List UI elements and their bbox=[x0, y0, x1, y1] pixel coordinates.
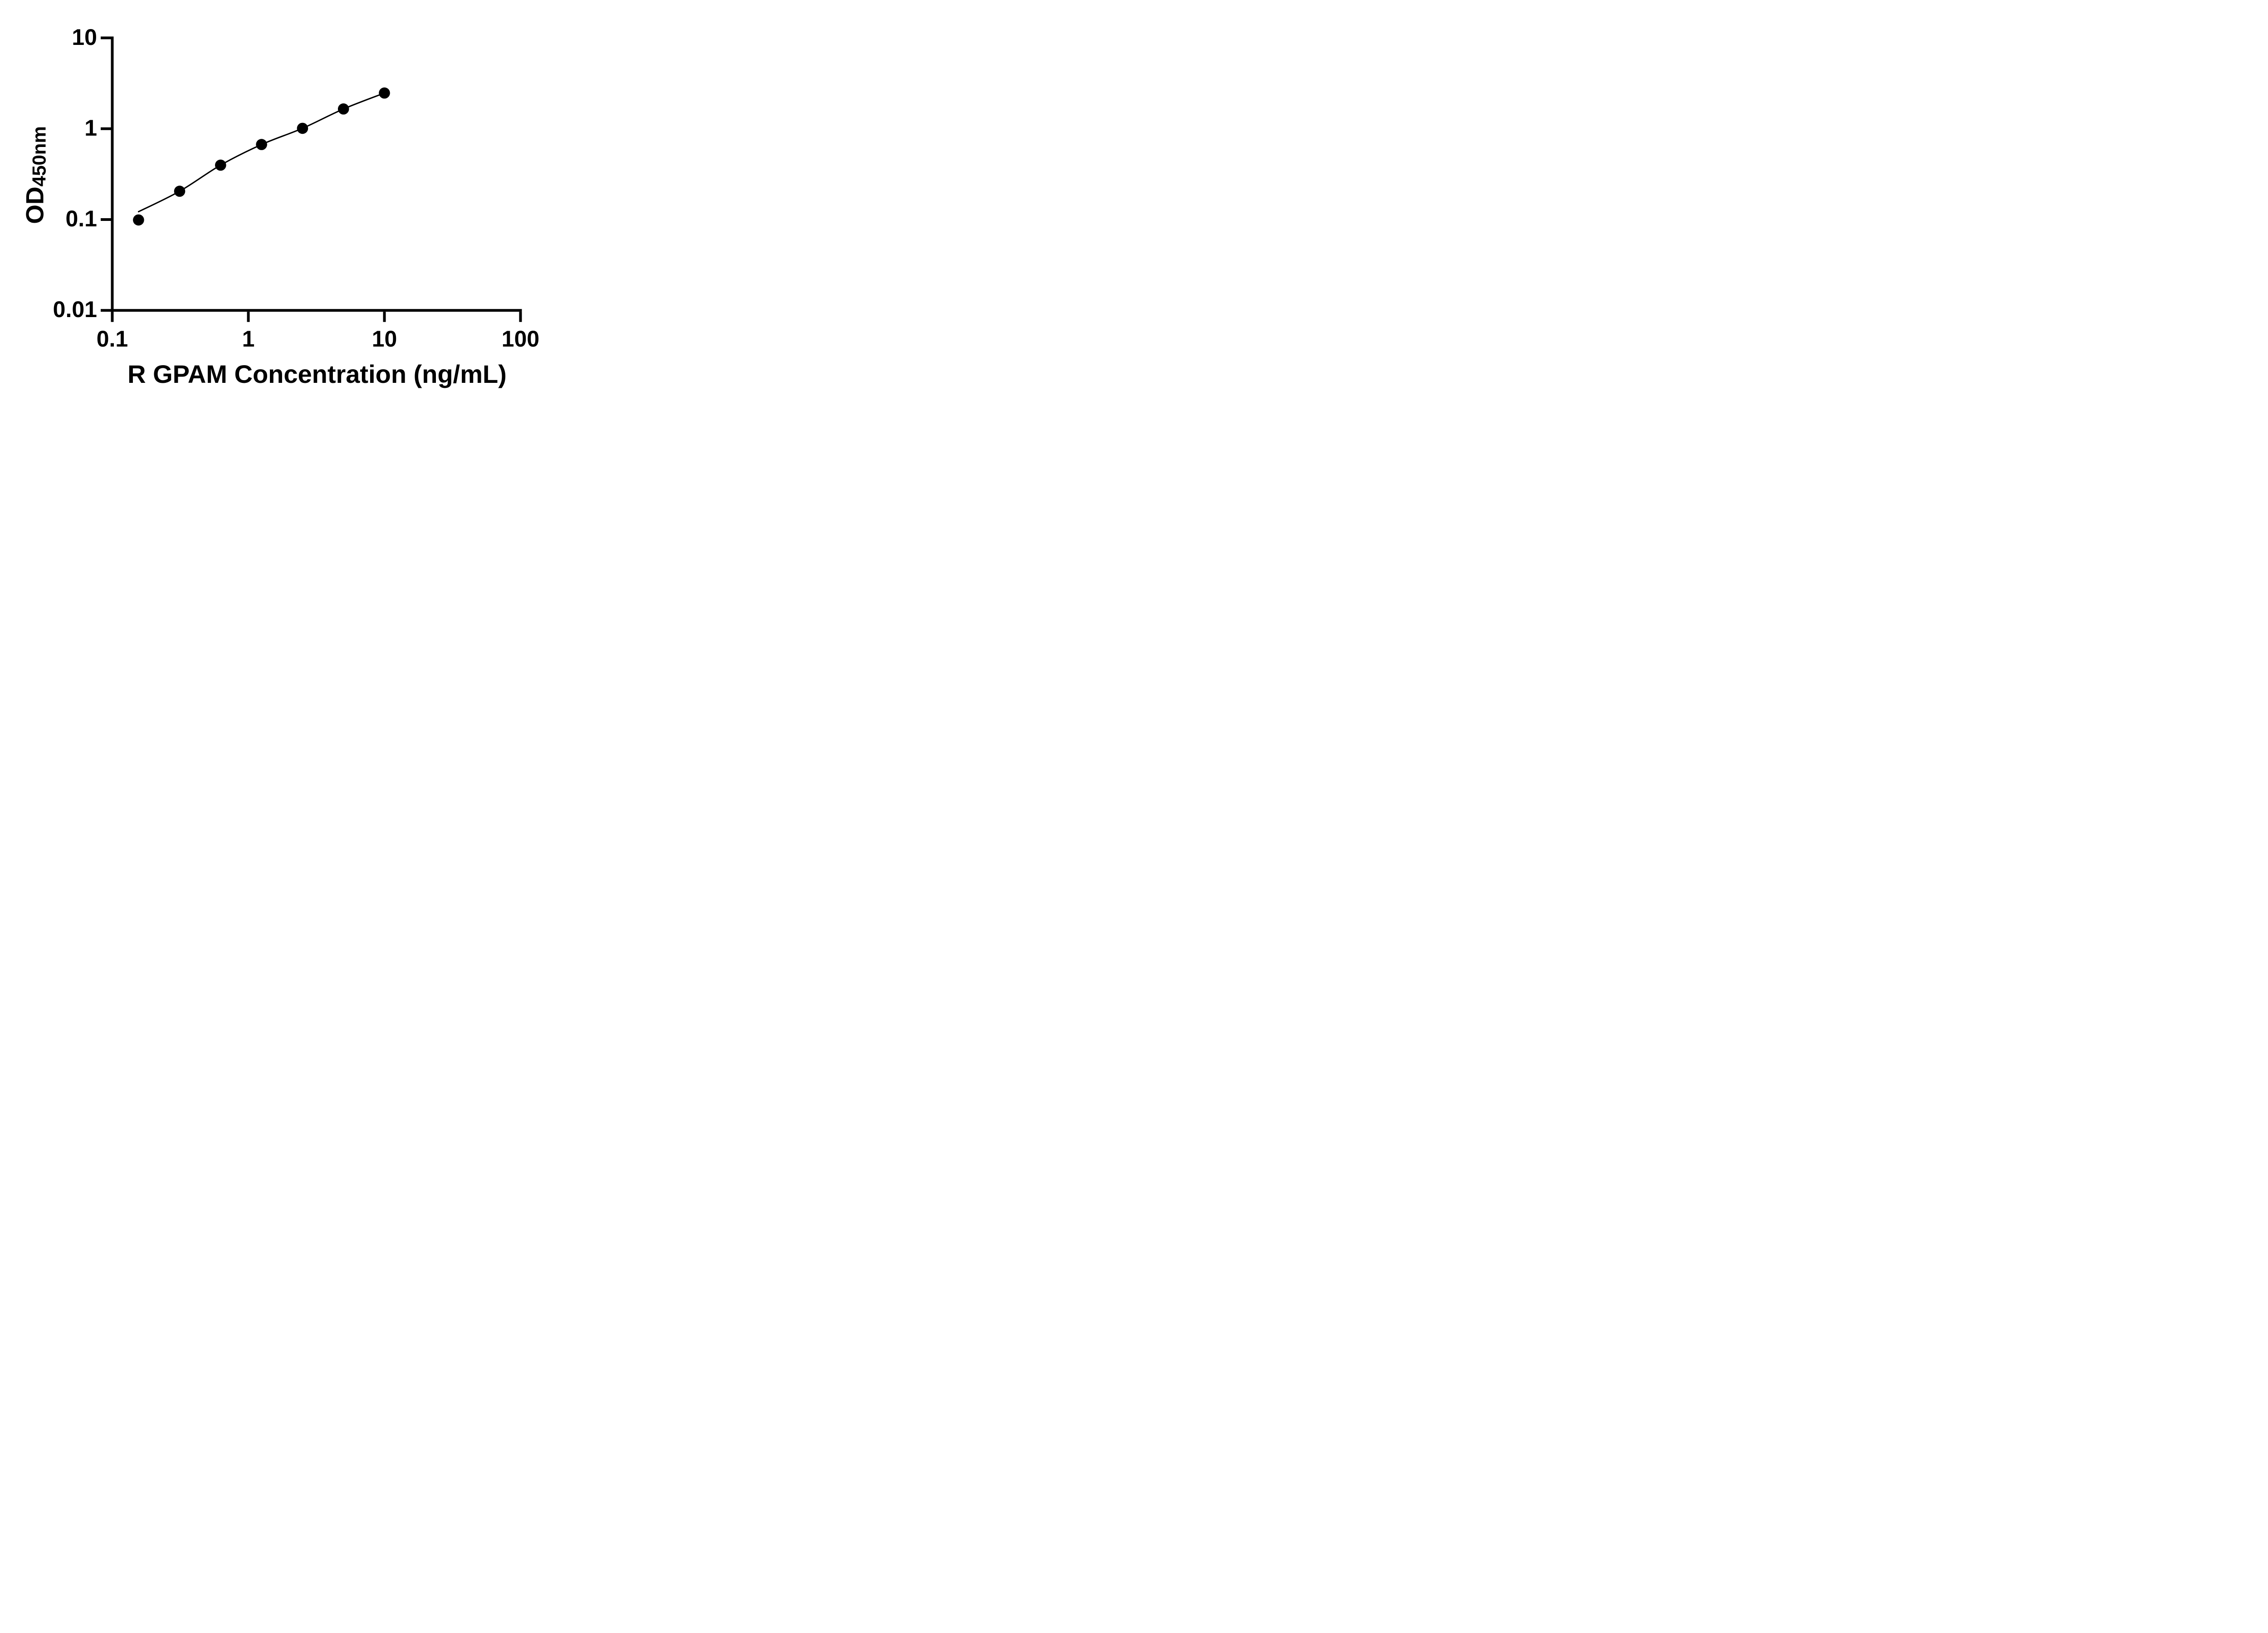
y-tick-mark bbox=[101, 309, 111, 312]
data-point-marker bbox=[133, 214, 144, 226]
y-tick-label: 0.01 bbox=[53, 297, 97, 323]
x-tick-label: 10 bbox=[371, 326, 397, 352]
y-tick-mark bbox=[101, 127, 111, 130]
axis-lines bbox=[111, 36, 522, 312]
y-axis-title-main: OD bbox=[20, 186, 49, 224]
x-axis-line bbox=[111, 309, 522, 312]
data-points bbox=[133, 87, 390, 226]
data-point-marker bbox=[256, 139, 267, 150]
y-tick-mark bbox=[101, 36, 111, 39]
data-point-marker bbox=[379, 87, 390, 99]
x-tick-mark bbox=[247, 312, 250, 322]
y-axis-line bbox=[111, 36, 114, 312]
x-tick-mark bbox=[383, 312, 386, 322]
x-axis-title: R GPAM Concentration (ng/mL) bbox=[127, 360, 507, 388]
elisa-standard-curve-chart: 0.01 0.1 1 10 0.1 1 10 100 R GPAM Concentratio… bbox=[0, 0, 583, 408]
tick-marks bbox=[101, 36, 522, 322]
x-tick-label: 100 bbox=[501, 326, 540, 352]
y-axis-title: OD 450nm bbox=[20, 126, 50, 224]
x-tick-mark bbox=[519, 312, 522, 322]
data-point-marker bbox=[297, 122, 308, 134]
x-tick-label: 0.1 bbox=[96, 326, 128, 352]
x-tick-label: 1 bbox=[242, 326, 255, 352]
y-tick-mark bbox=[101, 218, 111, 221]
x-tick-mark bbox=[111, 312, 114, 322]
data-point-marker bbox=[215, 159, 226, 171]
y-tick-label: 10 bbox=[72, 24, 97, 50]
y-tick-label: 1 bbox=[84, 115, 97, 141]
plot-area bbox=[101, 36, 522, 322]
y-axis-title-subscript: 450nm bbox=[28, 126, 50, 187]
y-tick-label: 0.1 bbox=[65, 206, 97, 231]
data-point-marker bbox=[337, 103, 349, 115]
data-point-marker bbox=[174, 186, 186, 197]
